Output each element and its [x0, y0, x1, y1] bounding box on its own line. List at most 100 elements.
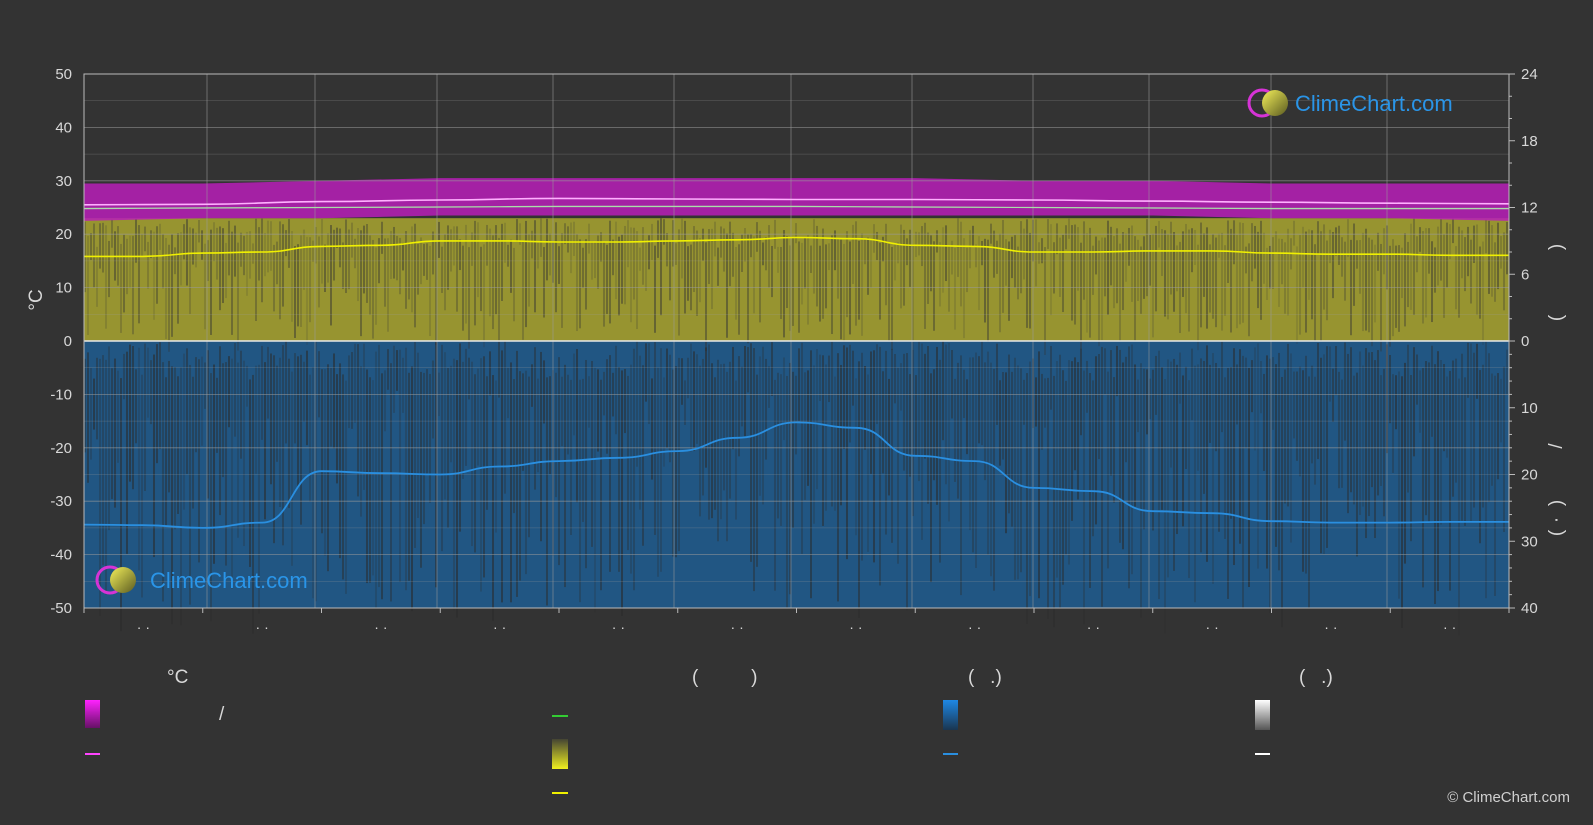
precipitation-stripe [729, 361, 731, 499]
sunshine-stripe [642, 227, 644, 285]
precipitation-stripe [657, 367, 659, 577]
sunshine-stripe [690, 244, 692, 311]
precipitation-stripe [453, 358, 455, 611]
precipitation-stripe [813, 365, 815, 524]
precipitation-stripe [423, 372, 425, 525]
precipitation-stripe [1101, 346, 1103, 607]
sunshine-stripe [591, 241, 593, 280]
precipitation-stripe [249, 379, 251, 567]
precipitation-stripe [378, 344, 380, 588]
precipitation-stripe [342, 374, 344, 580]
sunshine-stripe [99, 223, 101, 269]
sunshine-stripe [801, 242, 803, 305]
sunshine-stripe [468, 247, 470, 349]
precipitation-stripe [399, 349, 401, 582]
precipitation-stripe [1116, 345, 1118, 397]
sunshine-stripe [1155, 225, 1157, 312]
precipitation-stripe [819, 354, 821, 401]
sunshine-stripe [858, 240, 860, 320]
left-tick-label: -20 [50, 440, 72, 457]
precipitation-stripe [228, 356, 230, 428]
sunshine-stripe [366, 224, 368, 303]
precipitation-stripe [816, 349, 818, 490]
sunshine-stripe [1413, 218, 1415, 315]
precipitation-stripe [471, 361, 473, 547]
precipitation-stripe [981, 341, 983, 446]
precipitation-stripe [1452, 360, 1454, 497]
precipitation-stripe [789, 362, 791, 595]
sunshine-stripe [789, 245, 791, 331]
precipitation-stripe [1074, 357, 1076, 471]
sunshine-stripe [891, 246, 893, 350]
precipitation-stripe [177, 376, 179, 514]
sunshine-stripe [630, 227, 632, 323]
precipitation-stripe [876, 344, 878, 425]
left-tick-label: 30 [55, 173, 72, 190]
precipitation-stripe [522, 373, 524, 471]
precipitation-stripe [777, 372, 779, 519]
precipitation-stripe [141, 374, 143, 598]
precipitation-stripe [1161, 367, 1163, 510]
sunshine-stripe [1161, 229, 1163, 276]
sunshine-variation-stripes [84, 218, 1508, 355]
x-tick-label: · · [493, 619, 506, 635]
precipitation-stripe [1146, 369, 1148, 435]
sunshine-stripe [1467, 226, 1469, 277]
sunshine-stripe [684, 220, 686, 314]
precipitation-stripe [861, 352, 863, 561]
sunshine-stripe [1296, 246, 1298, 344]
left-tick-label: 10 [55, 280, 72, 297]
sunshine-stripe [405, 231, 407, 309]
sunshine-stripe [345, 219, 347, 294]
sunshine-stripe [999, 233, 1001, 333]
sunshine-stripe [1326, 240, 1328, 321]
precipitation-stripe [1167, 359, 1169, 578]
precipitation-stripe [702, 358, 704, 496]
precipitation-stripe [1185, 366, 1187, 469]
right-axis-labels: ) (/) (· [1546, 244, 1567, 536]
x-tick-label: · · [968, 619, 981, 635]
precipitation-stripe [297, 356, 299, 488]
sunshine-stripe [534, 220, 536, 313]
sunshine-stripe [510, 239, 512, 293]
sunshine-stripe [1245, 246, 1247, 274]
precipitation-stripe [1494, 375, 1496, 596]
sunshine-stripe [936, 230, 938, 253]
sunshine-stripe [393, 226, 395, 279]
sunshine-stripe [516, 219, 518, 242]
sunshine-stripe [1476, 224, 1478, 315]
brand-name-bottom: ClimeChart.com [150, 568, 308, 593]
precipitation-stripe [1365, 348, 1367, 539]
precipitation-stripe [1068, 360, 1070, 565]
precipitation-stripe [525, 370, 527, 575]
sunshine-stripe [237, 242, 239, 351]
precipitation-stripe [327, 364, 329, 572]
sunshine-stripe [780, 246, 782, 319]
sunshine-stripe [462, 245, 464, 331]
precipitation-stripe [879, 346, 881, 586]
sunshine-stripe [258, 227, 260, 281]
precipitation-stripe [444, 352, 446, 500]
sunshine-stripe [1131, 225, 1133, 302]
sunshine-stripe [612, 239, 614, 276]
precipitation-stripe [414, 341, 416, 548]
precipitation-stripe [993, 368, 995, 591]
precipitation-stripe [978, 356, 980, 444]
precipitation-stripe [276, 365, 278, 462]
sunshine-stripe [615, 221, 617, 300]
precipitation-stripe [960, 355, 962, 596]
sunshine-stripe [1005, 239, 1007, 286]
precipitation-stripe [1410, 374, 1412, 542]
precipitation-stripe [921, 343, 923, 540]
precipitation-stripe [741, 366, 743, 427]
sunshine-stripe [87, 235, 89, 335]
sunshine-stripe [813, 219, 815, 294]
sunshine-stripe [1095, 236, 1097, 275]
precipitation-stripe [1377, 350, 1379, 496]
precipitation-stripe [366, 369, 368, 584]
precipitation-stripe [360, 366, 362, 517]
sunshine-stripe [573, 221, 575, 256]
sunshine-stripe [150, 230, 152, 259]
precipitation-stripe [159, 342, 161, 450]
precipitation-stripe [1002, 372, 1004, 460]
